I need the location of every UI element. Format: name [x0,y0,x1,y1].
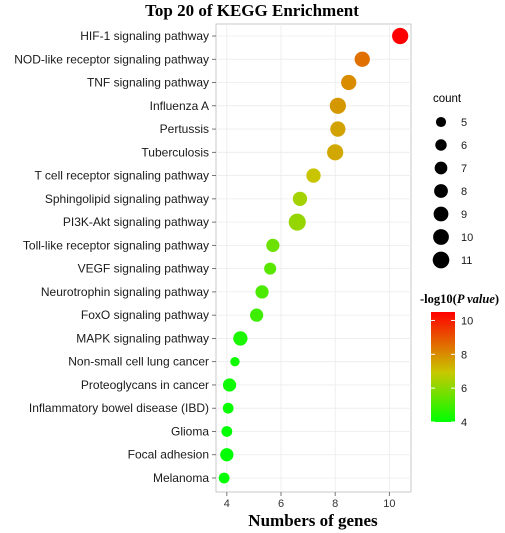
y-tick-label: T cell receptor signaling pathway [34,169,209,183]
size-legend-label: 7 [461,163,467,175]
data-point [222,378,237,392]
y-tick-label: NOD-like receptor signaling pathway [14,52,209,66]
data-point [233,331,248,346]
y-tick-label: Proteoglycans in cancer [81,378,209,392]
size-legend-label: 5 [461,117,467,129]
y-tick-label: HIF-1 signaling pathway [80,29,209,43]
data-point [220,448,234,462]
size-legend-dot [433,229,449,245]
y-tick-label: Inflammatory bowel disease (IBD) [29,401,209,415]
y-tick-label: Focal adhesion [128,448,209,462]
y-tick-label: VEGF signaling pathway [78,262,209,276]
data-points [218,27,409,484]
y-tick-label: Glioma [171,424,209,438]
size-legend-label: 10 [461,232,473,244]
size-legend-dot [435,116,447,128]
y-tick-label: TNF signaling pathway [87,76,209,90]
size-legend: count 5 6 7 8 9 10 11 [432,93,473,269]
y-tick-label: Toll-like receptor signaling pathway [23,238,209,252]
data-point [266,238,280,252]
colorbar-label: 8 [461,349,467,361]
y-tick-label: Sphingolipid signaling pathway [45,192,209,206]
data-point [292,191,308,206]
y-tick-label: Pertussis [160,122,209,136]
data-point [264,262,277,275]
y-tick-label: PI3K-Akt signaling pathway [63,215,209,229]
color-legend-title: -log10(P value) [420,292,499,306]
size-legend-dot [435,139,447,151]
size-legend-label: 8 [461,186,467,198]
y-tick-label: Influenza A [150,99,209,113]
data-point [329,97,346,114]
colorbar-label: 4 [461,417,467,429]
size-legend-dot [432,251,450,269]
x-axis-ticks: 4 6 8 10 [224,492,395,510]
grid-lines [216,24,411,492]
y-tick-label: Tuberculosis [141,145,209,159]
x-tick-label: 4 [224,498,230,510]
size-legend-title: count [433,93,462,105]
size-legend-label: 9 [461,209,467,221]
pathway-labels: HIF-1 signaling pathway NOD-like receptor… [14,29,216,485]
colorbar [431,312,455,422]
data-point [288,213,306,231]
y-tick-label: Melanoma [153,471,209,485]
data-point [221,426,233,437]
data-point [327,144,344,161]
plot-panel [215,23,412,493]
colorbar-label: 10 [461,315,473,327]
data-point [255,285,269,299]
data-point [250,308,264,322]
x-tick-label: 8 [332,498,338,510]
data-point [330,121,346,137]
size-legend-dot [434,161,448,175]
data-point [354,51,370,67]
size-legend-label: 6 [461,140,467,152]
size-legend-dot [433,206,449,222]
y-tick-label: MAPK signaling pathway [76,331,209,345]
size-legend-label: 11 [461,255,472,267]
colorbar-label: 6 [461,383,467,395]
data-point [306,168,321,183]
data-point [218,472,230,484]
y-tick-label: Neurotrophin signaling pathway [41,285,209,299]
chart-title: Top 20 of KEGG Enrichment [145,1,359,20]
data-point [392,27,409,45]
data-point [341,74,357,91]
x-tick-label: 10 [383,498,395,510]
y-tick-label: FoxO signaling pathway [81,308,209,322]
size-legend-dot [434,184,448,198]
y-tick-label: Non-small cell lung cancer [68,355,209,369]
data-point [230,357,240,367]
data-point [222,402,234,414]
color-legend: -log10(P value) 4 6 8 10 [420,292,499,429]
x-tick-label: 6 [278,498,284,510]
x-axis-label: Numbers of genes [248,511,378,530]
